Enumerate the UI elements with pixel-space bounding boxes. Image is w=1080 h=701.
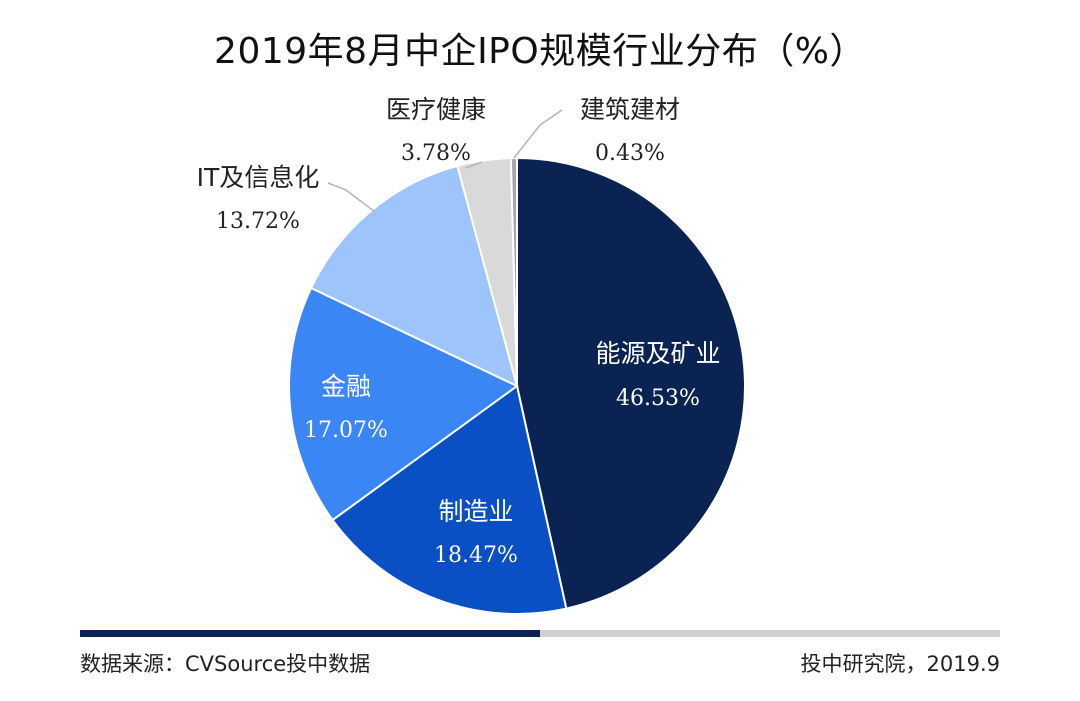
slice-label-1: 制造业 xyxy=(438,497,513,526)
pie-slice-1 xyxy=(331,384,568,615)
slice-label-2: 金融 xyxy=(321,372,371,401)
footer-divider-dark xyxy=(80,630,540,637)
slice-value-1: 18.47% xyxy=(434,543,518,568)
slice-label-5: 建筑建材 xyxy=(580,95,680,124)
report-credit: 投中研究院，2019.9 xyxy=(800,652,1000,676)
slice-value-4: 3.78% xyxy=(401,141,471,166)
footer-divider-light xyxy=(540,630,1000,637)
pie-slice-5 xyxy=(509,156,518,387)
slice-value-0: 46.53% xyxy=(616,386,700,411)
leader-line-4 xyxy=(465,161,483,169)
data-source: 数据来源：CVSource投中数据 xyxy=(80,652,371,676)
slice-label-4: 医疗健康 xyxy=(386,95,486,124)
pie-slice-2 xyxy=(288,286,519,522)
leader-line-5 xyxy=(513,109,563,159)
slice-label-3: IT及信息化 xyxy=(197,163,320,192)
pie-slice-0 xyxy=(516,156,746,610)
slice-value-3: 13.72% xyxy=(216,209,300,234)
slice-value-5: 0.43% xyxy=(595,141,665,166)
slice-label-0: 能源及矿业 xyxy=(595,339,720,368)
chart-title: 2019年8月中企IPO规模行业分布（%） xyxy=(214,31,866,72)
pie-slice-3 xyxy=(309,164,519,388)
leader-line-3 xyxy=(327,182,376,213)
slice-value-2: 17.07% xyxy=(304,418,388,443)
